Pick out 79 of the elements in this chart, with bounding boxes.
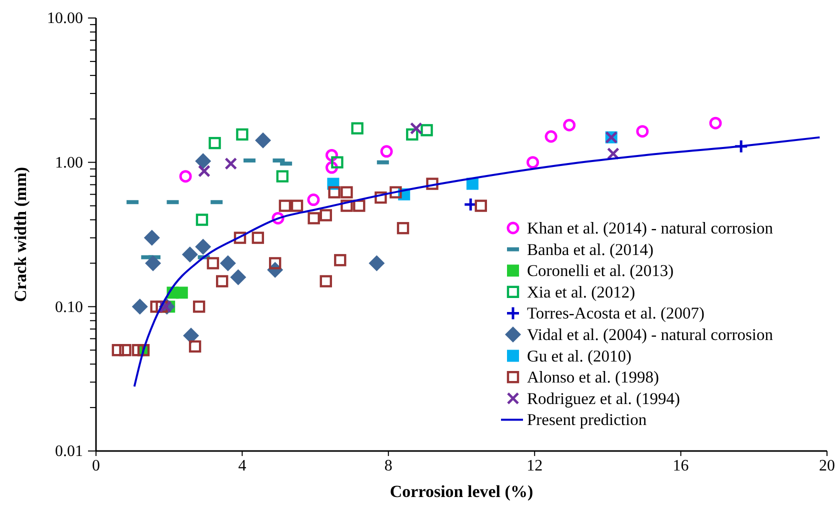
legend-label: Xia et al. (2012) [527,282,636,302]
point [182,246,198,262]
legend-label: Banba et al. (2014) [527,240,654,259]
x-tick-label: 12 [526,457,543,474]
point [390,186,402,198]
point [188,340,202,353]
point [544,130,558,143]
point [278,200,292,212]
point [308,212,320,224]
y-tick-label: 0.10 [55,298,83,316]
point [636,125,649,138]
point [340,186,353,198]
legend-label: Torres-Acosta et al. (2007) [527,304,705,323]
point [320,209,332,222]
point [368,255,385,272]
point [179,170,192,183]
point [328,186,340,198]
point [410,122,422,135]
point [224,157,238,170]
point [206,257,220,270]
point [112,344,124,356]
point [334,254,346,266]
legend-label: Rodriguez et al. (1994) [527,388,680,408]
legend-label: Gu et al. (2010) [527,346,632,366]
point [183,328,200,344]
point [230,269,246,286]
x-axis-title: Corrosion level (%) [390,482,534,501]
point [220,255,236,272]
point [252,232,264,244]
y-axis-title: Crack width (mm) [11,166,30,302]
y-tick-label: 10.00 [47,10,83,28]
point [734,139,748,154]
point [563,118,576,132]
point [198,164,210,178]
legend-label: Coronelli et al. (2013) [527,261,674,280]
legend-label: Present prediction [527,410,647,430]
point [132,298,148,315]
point [406,128,418,141]
x-tick-label: 4 [238,457,246,474]
legend-label: Vidal et al. (2004) - natural corrosion [527,325,773,344]
point [144,230,160,246]
point [195,153,212,170]
point [290,200,304,212]
point [374,191,387,204]
x-tick-label: 0 [92,457,100,474]
point [236,128,248,141]
point [331,156,344,168]
point [426,178,438,190]
x-tick-label: 16 [672,457,689,474]
point [208,136,221,150]
point [276,170,289,182]
point [195,238,212,255]
point [396,222,410,234]
legend-label: Khan et al. (2014) - natural corrosion [527,218,774,238]
point [145,255,162,272]
point [320,275,332,288]
point [234,232,246,244]
point [526,156,540,169]
y-tick-label: 0.01 [55,443,83,460]
legend-label: Alonso et al. (1998) [527,368,659,387]
point [176,286,188,299]
point [353,200,366,212]
line-series [133,136,821,388]
point [132,344,144,356]
point [192,300,206,313]
x-tick-label: 8 [384,457,392,474]
point [307,194,320,206]
point [380,145,393,158]
point [351,122,364,134]
point [255,132,272,148]
point [420,124,433,136]
y-tick-label: 1.00 [55,154,83,172]
point [474,200,487,212]
point [340,200,353,212]
point [196,214,208,226]
x-tick-label: 20 [819,457,835,474]
point [216,275,228,288]
point [119,344,132,356]
point [709,116,722,130]
